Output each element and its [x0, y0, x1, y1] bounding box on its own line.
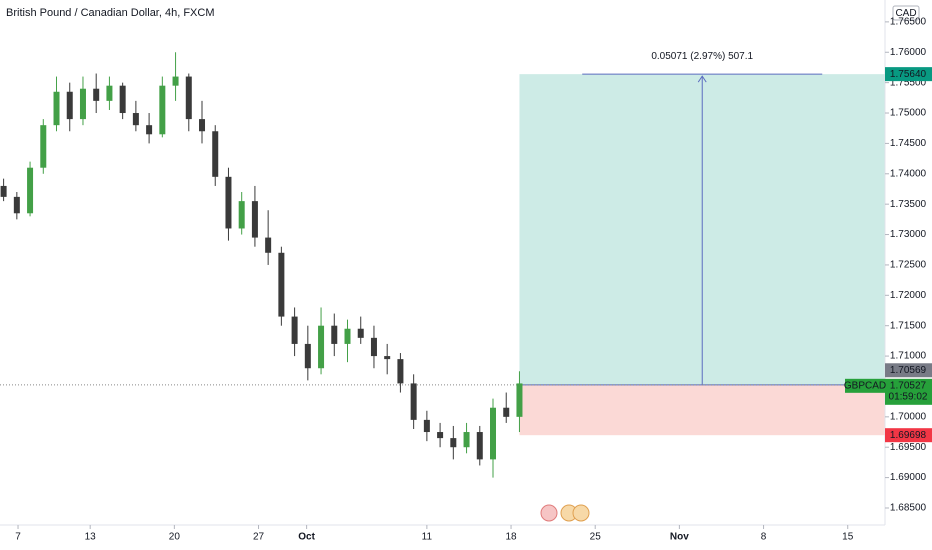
candle-body: [27, 167, 34, 214]
candle-body: [437, 432, 444, 439]
candle-body: [93, 88, 100, 101]
y-tick-label: 1.75000: [890, 108, 927, 119]
symbol-box: [845, 378, 885, 393]
price-label-box: [885, 67, 932, 82]
candle-body: [344, 328, 351, 344]
candle-body: [185, 76, 192, 120]
candle-body: [172, 76, 179, 86]
last-price-label: 1.70527: [890, 380, 927, 391]
x-tick-label: 27: [253, 532, 265, 543]
event-icon[interactable]: [540, 504, 558, 522]
symbol-label: GBPCAD: [844, 380, 886, 391]
x-tick-label: 25: [590, 532, 602, 543]
candle-body: [450, 438, 457, 448]
candle-body: [106, 85, 113, 101]
price-label-box: [885, 363, 932, 378]
price-label: 1.75640: [890, 69, 927, 80]
y-tick-label: 1.71000: [890, 351, 927, 362]
arrow-head: [697, 75, 707, 83]
x-tick-label: 7: [15, 532, 21, 543]
y-tick-label: 1.74000: [890, 168, 927, 179]
x-tick-label: 18: [505, 532, 517, 543]
candle-body: [0, 185, 7, 197]
y-tick-label: 1.76000: [890, 47, 927, 58]
candle-body: [490, 407, 497, 460]
x-tick-label: 20: [169, 532, 181, 543]
candle-body: [357, 328, 364, 338]
candle-body: [199, 119, 206, 132]
x-tick-label: 13: [85, 532, 97, 543]
candle-body: [225, 176, 232, 229]
y-tick-label: 1.75500: [890, 77, 927, 88]
candle-body: [79, 88, 86, 120]
event-icons[interactable]: [540, 504, 590, 522]
candle-body: [516, 383, 523, 417]
x-tick-label: Oct: [298, 532, 315, 543]
stop-zone: [519, 384, 885, 436]
y-tick-label: 1.68500: [890, 503, 927, 514]
candle-body: [463, 432, 470, 448]
candle-body: [278, 252, 285, 317]
y-tick-label: 1.69500: [890, 442, 927, 453]
x-tick-label: 15: [842, 532, 854, 543]
event-icon[interactable]: [572, 504, 590, 522]
position-label: 0.05071 (2.97%) 507.1: [651, 51, 753, 62]
currency-label[interactable]: CAD: [895, 8, 916, 19]
last-price-box: [885, 378, 932, 405]
y-tick-label: 1.69000: [890, 472, 927, 483]
countdown: 01:59:02: [889, 391, 928, 402]
candle-body: [291, 316, 298, 344]
price-label-box: [885, 428, 932, 443]
candle-body: [331, 325, 338, 344]
candle-body: [423, 419, 430, 433]
candle-body: [384, 356, 391, 360]
y-tick-label: 1.73000: [890, 229, 927, 240]
candle-body: [212, 131, 219, 177]
candle-body: [410, 383, 417, 420]
candle-body: [159, 85, 166, 135]
candle-body: [503, 407, 510, 417]
x-tick-label: 8: [761, 532, 767, 543]
candle-body: [66, 91, 73, 120]
y-tick-label: 1.71500: [890, 320, 927, 331]
price-label: 1.70569: [890, 365, 927, 376]
candle-body: [251, 201, 258, 238]
candle-body: [265, 237, 272, 253]
candle-body: [318, 325, 325, 369]
candle-body: [238, 201, 245, 229]
candle-body: [397, 359, 404, 384]
candle-body: [40, 125, 47, 168]
candle-body: [53, 91, 60, 126]
candle-body: [304, 343, 311, 369]
candle-body: [13, 196, 20, 214]
candle-body: [370, 337, 377, 357]
y-tick-label: 1.74500: [890, 138, 927, 149]
x-tick-label: 11: [422, 532, 433, 543]
y-tick-label: 1.70000: [890, 411, 927, 422]
y-tick-label: 1.76500: [890, 17, 927, 28]
candle-body: [146, 125, 153, 135]
y-tick-label: 1.72500: [890, 260, 927, 271]
candle-body: [132, 113, 139, 126]
candle-body: [476, 432, 483, 460]
currency-box[interactable]: [892, 5, 920, 21]
price-label: 1.69698: [890, 430, 927, 441]
y-tick-label: 1.73500: [890, 199, 927, 210]
chart-title: British Pound / Canadian Dollar, 4h, FXC…: [6, 7, 215, 19]
candle-body: [119, 85, 126, 114]
y-tick-label: 1.72000: [890, 290, 927, 301]
x-tick-label: Nov: [670, 532, 689, 543]
plot: 0.05071 (2.97%) 507.1: [0, 51, 885, 478]
